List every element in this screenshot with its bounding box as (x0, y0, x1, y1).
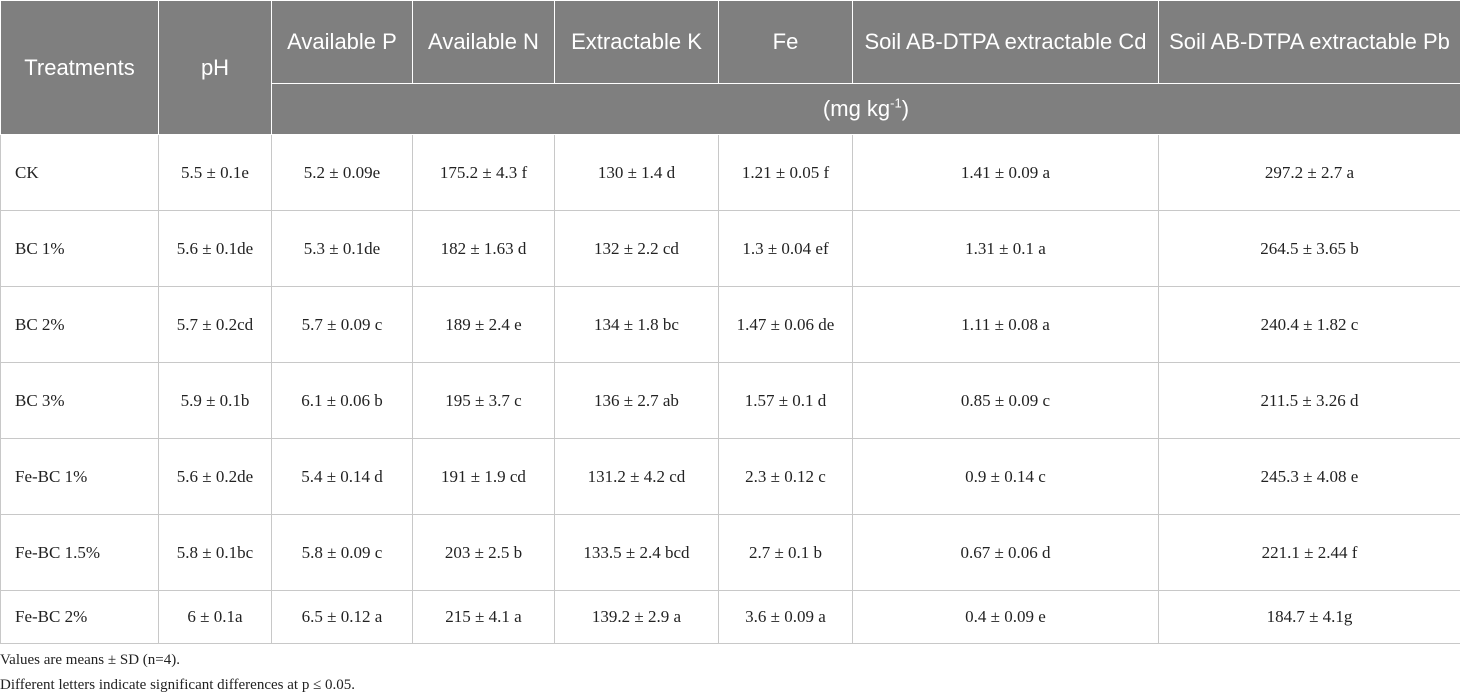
cell-extractable-k: 136 ± 2.7 ab (554, 362, 719, 439)
cell-pb: 211.5 ± 3.26 d (1158, 362, 1460, 439)
cell-cd: 0.4 ± 0.09 e (852, 590, 1159, 644)
header-fe: Fe (718, 0, 853, 84)
cell-ph: 5.6 ± 0.2de (158, 438, 272, 515)
cell-ph: 5.5 ± 0.1e (158, 134, 272, 211)
cell-extractable-k: 134 ± 1.8 bc (554, 286, 719, 363)
cell-pb: 264.5 ± 3.65 b (1158, 210, 1460, 287)
header-cd: Soil AB-DTPA extractable Cd (852, 0, 1159, 84)
cell-extractable-k: 131.2 ± 4.2 cd (554, 438, 719, 515)
unit-exponent: -1 (890, 95, 902, 111)
cell-pb: 184.7 ± 4.1g (1158, 590, 1460, 644)
unit-base: (mg kg (822, 96, 891, 121)
cell-available-p: 5.8 ± 0.09 c (271, 514, 413, 591)
table-row: Fe-BC 1.5% 5.8 ± 0.1bc 5.8 ± 0.09 c 203 … (0, 514, 1460, 591)
cell-ph: 5.6 ± 0.1de (158, 210, 272, 287)
cell-available-n: 189 ± 2.4 e (412, 286, 555, 363)
cell-pb: 297.2 ± 2.7 a (1158, 134, 1460, 211)
header-ph: pH (158, 0, 272, 135)
cell-available-n: 195 ± 3.7 c (412, 362, 555, 439)
header-extractable-k: Extractable K (554, 0, 719, 84)
header-available-n: Available N (412, 0, 555, 84)
cell-cd: 1.41 ± 0.09 a (852, 134, 1159, 211)
table-row: BC 1% 5.6 ± 0.1de 5.3 ± 0.1de 182 ± 1.63… (0, 210, 1460, 287)
table-row: Fe-BC 1% 5.6 ± 0.2de 5.4 ± 0.14 d 191 ± … (0, 438, 1460, 515)
cell-available-p: 5.2 ± 0.09e (271, 134, 413, 211)
cell-available-n: 203 ± 2.5 b (412, 514, 555, 591)
header-available-p: Available P (271, 0, 413, 84)
footnote-values: Values are means ± SD (n=4). (0, 652, 180, 668)
cell-extractable-k: 133.5 ± 2.4 bcd (554, 514, 719, 591)
cell-extractable-k: 132 ± 2.2 cd (554, 210, 719, 287)
header-treatments: Treatments (0, 0, 159, 135)
cell-available-p: 5.4 ± 0.14 d (271, 438, 413, 515)
cell-fe: 2.7 ± 0.1 b (718, 514, 853, 591)
cell-treatment: Fe-BC 1% (0, 438, 159, 515)
table-row: BC 3% 5.9 ± 0.1b 6.1 ± 0.06 b 195 ± 3.7 … (0, 362, 1460, 439)
table-row: CK 5.5 ± 0.1e 5.2 ± 0.09e 175.2 ± 4.3 f … (0, 134, 1460, 211)
cell-fe: 1.47 ± 0.06 de (718, 286, 853, 363)
cell-treatment: BC 3% (0, 362, 159, 439)
unit-close: ) (901, 96, 910, 121)
cell-treatment: BC 2% (0, 286, 159, 363)
cell-ph: 5.7 ± 0.2cd (158, 286, 272, 363)
cell-extractable-k: 139.2 ± 2.9 a (554, 590, 719, 644)
cell-available-p: 6.1 ± 0.06 b (271, 362, 413, 439)
cell-pb: 221.1 ± 2.44 f (1158, 514, 1460, 591)
cell-ph: 5.8 ± 0.1bc (158, 514, 272, 591)
cell-available-n: 215 ± 4.1 a (412, 590, 555, 644)
cell-available-n: 175.2 ± 4.3 f (412, 134, 555, 211)
cell-cd: 1.31 ± 0.1 a (852, 210, 1159, 287)
cell-cd: 1.11 ± 0.08 a (852, 286, 1159, 363)
cell-pb: 240.4 ± 1.82 c (1158, 286, 1460, 363)
header-pb: Soil AB-DTPA extractable Pb (1158, 0, 1460, 84)
cell-treatment: Fe-BC 1.5% (0, 514, 159, 591)
cell-fe: 1.21 ± 0.05 f (718, 134, 853, 211)
header-unit: (mg kg-1) (271, 83, 1460, 135)
cell-treatment: BC 1% (0, 210, 159, 287)
cell-treatment: Fe-BC 2% (0, 590, 159, 644)
cell-extractable-k: 130 ± 1.4 d (554, 134, 719, 211)
cell-pb: 245.3 ± 4.08 e (1158, 438, 1460, 515)
cell-ph: 6 ± 0.1a (158, 590, 272, 644)
cell-ph: 5.9 ± 0.1b (158, 362, 272, 439)
cell-cd: 0.67 ± 0.06 d (852, 514, 1159, 591)
cell-available-p: 5.7 ± 0.09 c (271, 286, 413, 363)
table-row: Fe-BC 2% 6 ± 0.1a 6.5 ± 0.12 a 215 ± 4.1… (0, 590, 1460, 644)
cell-fe: 3.6 ± 0.09 a (718, 590, 853, 644)
table-footnotes: Values are means ± SD (n=4). Different l… (0, 648, 355, 698)
footnote-letters: Different letters indicate significant d… (0, 677, 356, 693)
cell-available-n: 191 ± 1.9 cd (412, 438, 555, 515)
results-table: Treatments pH Available P Available N Ex… (0, 0, 1460, 644)
cell-fe: 1.57 ± 0.1 d (718, 362, 853, 439)
cell-treatment: CK (0, 134, 159, 211)
cell-fe: 2.3 ± 0.12 c (718, 438, 853, 515)
table-row: BC 2% 5.7 ± 0.2cd 5.7 ± 0.09 c 189 ± 2.4… (0, 286, 1460, 363)
cell-cd: 0.9 ± 0.14 c (852, 438, 1159, 515)
cell-available-n: 182 ± 1.63 d (412, 210, 555, 287)
cell-fe: 1.3 ± 0.04 ef (718, 210, 853, 287)
cell-cd: 0.85 ± 0.09 c (852, 362, 1159, 439)
cell-available-p: 5.3 ± 0.1de (271, 210, 413, 287)
cell-available-p: 6.5 ± 0.12 a (271, 590, 413, 644)
